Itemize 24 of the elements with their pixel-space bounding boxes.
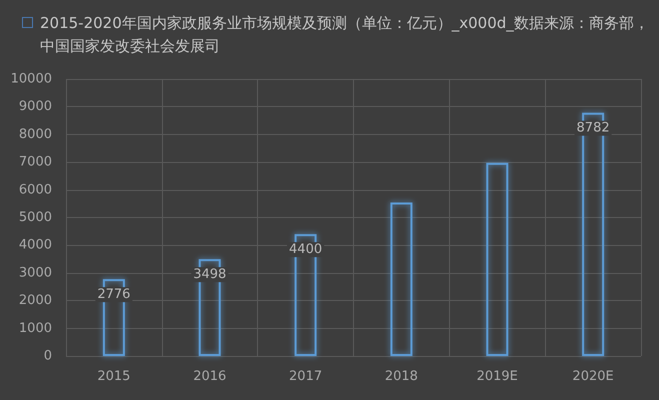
x-tick-label: 2019E <box>476 369 518 384</box>
bar <box>390 202 412 356</box>
y-tick-label: 9000 <box>18 99 52 114</box>
data-label: 3498 <box>193 267 226 282</box>
y-tick-label: 4000 <box>18 238 52 253</box>
data-label: 4400 <box>289 242 322 258</box>
y-tick-label: 0 <box>44 348 52 364</box>
y-tick-label: 2000 <box>18 293 52 308</box>
x-tick-label: 2020E <box>572 369 614 384</box>
data-label: 8782 <box>576 120 610 136</box>
y-tick-label: 3000 <box>18 265 52 280</box>
x-tick-label: 2015 <box>97 369 130 384</box>
x-tick-label: 2016 <box>193 369 226 384</box>
y-tick-label: 1000 <box>18 320 52 336</box>
y-tick-label: 10000 <box>10 72 52 86</box>
y-tick-label: 6000 <box>18 182 52 198</box>
x-tick-label: 2017 <box>289 369 322 384</box>
bar <box>486 162 508 356</box>
y-tick-label: 7000 <box>18 154 52 170</box>
chart-title: 2015-2020年国内家政服务业市场规模及预测（单位：亿元）_x000d_数据来源：商务部，中国国家发改委社会发展司 <box>40 13 650 57</box>
x-tick-label: 2018 <box>384 369 418 384</box>
y-tick-label: 8000 <box>18 126 52 142</box>
data-label: 2776 <box>97 287 130 302</box>
y-tick-label: 5000 <box>18 210 52 225</box>
